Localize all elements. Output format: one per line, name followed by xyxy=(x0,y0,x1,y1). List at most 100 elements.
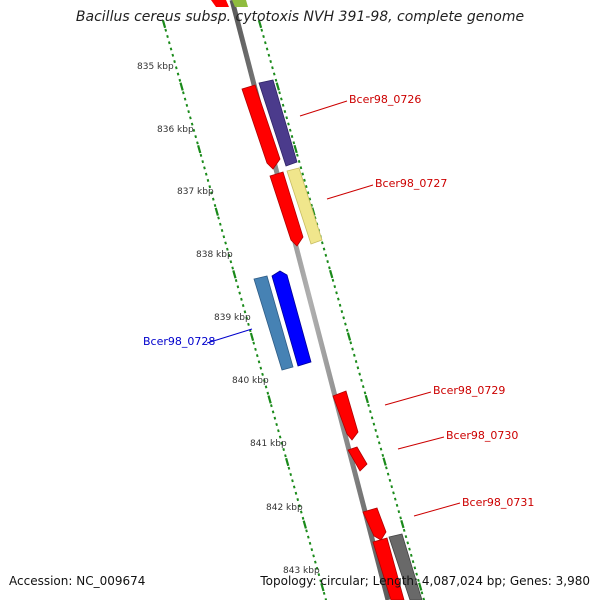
minor-tick xyxy=(413,566,417,570)
gene-label-bcer98-0730[interactable]: Bcer98_0730 xyxy=(446,429,518,442)
minor-tick xyxy=(299,166,303,170)
major-tick xyxy=(267,395,272,404)
minor-tick xyxy=(222,235,226,239)
minor-tick xyxy=(182,91,185,95)
minor-tick xyxy=(245,316,249,320)
minor-tick xyxy=(351,347,354,351)
minor-tick xyxy=(377,441,381,445)
minor-tick xyxy=(349,341,353,345)
minor-tick xyxy=(374,428,378,432)
minor-tick xyxy=(303,178,306,182)
minor-tick xyxy=(264,41,267,45)
cds-arrow-bcer98-0730[interactable] xyxy=(347,446,368,472)
major-tick xyxy=(232,270,237,279)
gene-label-bcer98-0731[interactable]: Bcer98_0731 xyxy=(462,496,534,509)
minor-tick xyxy=(255,354,259,358)
kbp-tick-track xyxy=(161,19,328,600)
minor-tick xyxy=(305,529,308,533)
minor-tick xyxy=(167,41,171,45)
cds-arrow-bcer98-0731[interactable] xyxy=(362,507,387,541)
minor-tick xyxy=(306,191,310,195)
leader-line xyxy=(326,184,374,200)
minor-tick xyxy=(271,66,274,70)
kbp-label: 842 kbp xyxy=(266,503,303,513)
minor-tick xyxy=(240,297,243,301)
gene-labels: Bcer98_0726 Bcer98_0727 Bcer98_0728 Bcer… xyxy=(143,93,534,517)
kbp-label: 837 kbp xyxy=(177,187,214,197)
gene-label-bcer98-0729[interactable]: Bcer98_0729 xyxy=(433,384,505,397)
minor-tick xyxy=(203,166,206,170)
minor-tick xyxy=(298,504,301,508)
minor-tick xyxy=(342,316,345,320)
minor-tick xyxy=(333,285,337,289)
minor-tick xyxy=(272,72,276,76)
minor-tick xyxy=(238,291,241,295)
major-tick xyxy=(214,207,219,216)
minor-tick xyxy=(344,322,347,326)
minor-tick xyxy=(402,528,406,532)
gene-label-bcer98-0727[interactable]: Bcer98_0727 xyxy=(375,177,447,190)
minor-tick xyxy=(353,353,356,357)
cog-feature-top-olive xyxy=(232,0,248,7)
kbp-label: 838 kbp xyxy=(196,250,233,260)
cog-bar-bcer98-0726[interactable] xyxy=(258,79,298,167)
leader-line xyxy=(299,100,348,117)
minor-tick xyxy=(265,47,269,51)
minor-tick xyxy=(226,247,229,251)
minor-tick xyxy=(289,472,293,477)
minor-tick xyxy=(254,347,257,351)
minor-tick xyxy=(213,203,217,207)
minor-tick xyxy=(299,510,303,514)
minor-tick xyxy=(208,185,212,189)
minor-tick xyxy=(297,160,301,164)
minor-tick xyxy=(274,78,278,82)
major-tick xyxy=(302,520,307,529)
minor-tick xyxy=(399,516,402,520)
minor-tick xyxy=(277,429,280,433)
minor-tick xyxy=(315,566,319,570)
minor-tick xyxy=(183,97,187,101)
minor-tick xyxy=(358,372,361,376)
kbp-label: 840 kbp xyxy=(232,376,269,386)
minor-tick xyxy=(310,203,313,207)
cog-bar-bcer98-0727[interactable] xyxy=(286,167,323,245)
minor-tick xyxy=(259,366,263,370)
cds-arrow-bcer98-0726[interactable] xyxy=(241,84,281,170)
minor-tick xyxy=(247,322,250,326)
cds-arrow-bcer98-0729[interactable] xyxy=(332,390,359,441)
major-tick xyxy=(320,583,325,592)
major-tick xyxy=(400,519,405,529)
minor-tick xyxy=(340,310,344,314)
major-tick xyxy=(249,332,255,342)
minor-tick xyxy=(257,360,261,364)
cog-bar-bcer98-0728[interactable] xyxy=(253,275,294,371)
minor-tick xyxy=(204,172,208,176)
minor-tick xyxy=(417,578,420,582)
minor-tick xyxy=(192,128,196,132)
major-tick xyxy=(418,582,423,591)
minor-tick xyxy=(178,78,182,82)
minor-tick xyxy=(199,153,203,157)
minor-tick xyxy=(406,541,410,545)
accession-text: Accession: NC_009674 xyxy=(9,574,146,588)
major-tick xyxy=(346,332,352,341)
minor-tick xyxy=(231,266,234,270)
cds-arrow-bcer98-0728[interactable] xyxy=(271,270,312,367)
minor-tick xyxy=(211,197,215,201)
kbp-labels: 835 kbp 836 kbp 837 kbp 838 kbp 839 kbp … xyxy=(137,62,320,576)
gene-label-bcer98-0728[interactable]: Bcer98_0728 xyxy=(143,335,215,348)
cds-feature-top xyxy=(211,0,229,7)
minor-tick xyxy=(308,197,312,201)
minor-tick xyxy=(227,253,231,258)
minor-tick xyxy=(390,485,394,489)
minor-tick xyxy=(171,53,175,57)
minor-tick xyxy=(189,116,192,120)
minor-tick xyxy=(317,573,321,577)
cds-arrow-bcer98-0727[interactable] xyxy=(269,171,304,247)
minor-tick xyxy=(281,103,285,107)
leader-line xyxy=(397,436,445,450)
minor-tick xyxy=(363,391,367,395)
gene-label-bcer98-0726[interactable]: Bcer98_0726 xyxy=(349,93,421,106)
major-tick xyxy=(364,394,369,404)
kbp-label: 843 kbp xyxy=(283,566,320,576)
